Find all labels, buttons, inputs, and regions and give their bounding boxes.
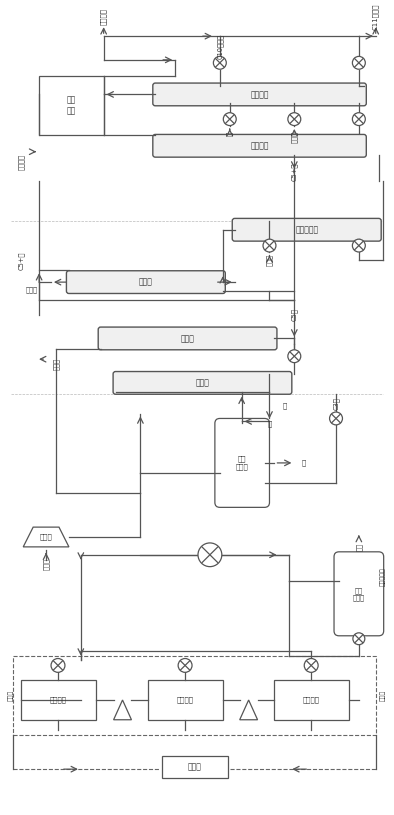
Text: 压缩机: 压缩机 [40, 534, 52, 540]
Bar [149, 681, 223, 720]
Text: 脱烷基塔: 脱烷基塔 [250, 141, 269, 150]
Text: 循环气: 循环气 [43, 557, 49, 570]
Text: 驰放气: 驰放气 [53, 358, 59, 370]
Bar [21, 681, 96, 720]
Circle shape [288, 112, 301, 126]
Circle shape [352, 56, 365, 69]
Text: 三相
分离罐: 三相 分离罐 [235, 456, 248, 470]
FancyBboxPatch shape [153, 83, 366, 106]
FancyBboxPatch shape [113, 372, 292, 394]
Circle shape [352, 239, 365, 252]
Text: C3油: C3油 [333, 397, 339, 410]
Text: 反应器二: 反应器二 [177, 697, 193, 703]
Text: 脱水塔: 脱水塔 [195, 378, 209, 387]
Circle shape [352, 112, 365, 126]
FancyBboxPatch shape [153, 134, 366, 157]
Text: 再生器: 再生器 [188, 763, 202, 772]
Text: 油: 油 [268, 420, 271, 427]
Text: C10重芳烃: C10重芳烃 [217, 33, 223, 59]
Polygon shape [113, 700, 132, 720]
Circle shape [304, 659, 318, 672]
Circle shape [178, 659, 192, 672]
Text: 催化剂: 催化剂 [380, 689, 385, 701]
Circle shape [214, 56, 226, 69]
Circle shape [288, 350, 301, 363]
Text: 反应产物气: 反应产物气 [380, 567, 385, 586]
Text: C5油: C5油 [291, 308, 297, 321]
Text: 油: 油 [282, 403, 286, 409]
Circle shape [51, 659, 65, 672]
Text: 氢化气: 氢化气 [266, 254, 273, 267]
FancyBboxPatch shape [334, 552, 384, 636]
Polygon shape [23, 527, 69, 547]
Bar [162, 756, 228, 778]
Text: 轻烃塔: 轻烃塔 [139, 278, 153, 287]
Text: 精制进料: 精制进料 [18, 153, 24, 170]
Text: 水: 水 [302, 460, 307, 466]
Text: 催化剂: 催化剂 [291, 131, 297, 143]
FancyBboxPatch shape [215, 418, 269, 508]
Text: 烷基化塔: 烷基化塔 [250, 90, 269, 99]
Text: 反应
产物气: 反应 产物气 [353, 587, 365, 601]
Circle shape [329, 412, 342, 425]
Circle shape [198, 543, 222, 566]
Text: 反应器一: 反应器一 [50, 697, 67, 703]
Text: 反应器三: 反应器三 [303, 697, 320, 703]
FancyBboxPatch shape [98, 327, 277, 350]
Text: 冷凝
系统: 冷凝 系统 [66, 95, 76, 115]
Text: 加氢处理塔: 加氢处理塔 [295, 225, 318, 234]
Text: 甲醇: 甲醇 [355, 543, 362, 551]
Text: 不凝气: 不凝气 [25, 287, 37, 293]
Bar [275, 681, 349, 720]
Polygon shape [240, 700, 258, 720]
Bar [13, 655, 376, 734]
Circle shape [223, 112, 236, 126]
Circle shape [353, 632, 365, 645]
Text: C5+油: C5+油 [291, 162, 297, 181]
Text: 稳定塔: 稳定塔 [180, 334, 195, 343]
Text: 催化剂: 催化剂 [9, 689, 14, 701]
FancyBboxPatch shape [232, 218, 381, 241]
Text: 汽: 汽 [227, 132, 233, 136]
Text: C5+油: C5+油 [18, 251, 24, 270]
Circle shape [263, 239, 276, 252]
FancyBboxPatch shape [67, 271, 225, 293]
Text: C11重芳烃: C11重芳烃 [372, 3, 379, 29]
Text: 均四甲苯: 均四甲苯 [100, 8, 107, 25]
Bar [39, 76, 104, 135]
